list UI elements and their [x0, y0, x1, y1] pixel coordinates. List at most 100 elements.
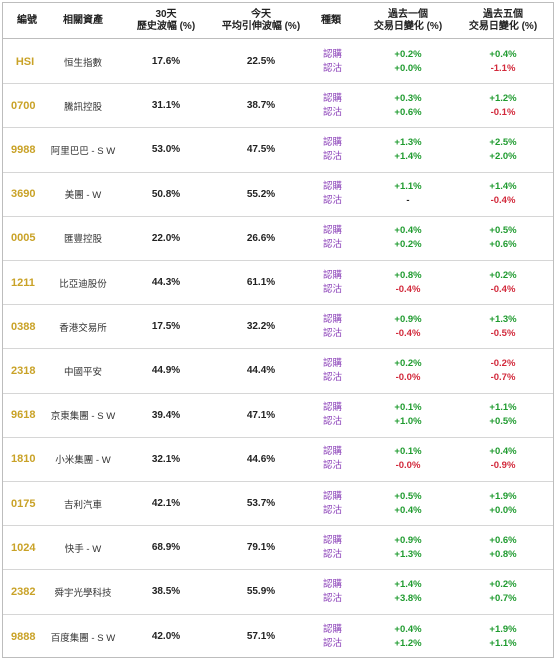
- historical-volatility: 68.9%: [151, 542, 181, 554]
- type-put: 認沽: [323, 327, 343, 339]
- implied-volatility: 44.6%: [246, 453, 276, 465]
- implied-volatility: 22.5%: [246, 56, 276, 68]
- table-row[interactable]: 9888 百度集團 - S W 42.0% 57.1% 認購 認沽 +0.4% +1.2% +1…: [3, 615, 553, 659]
- five-day-change: -0.2% -0.7%: [453, 349, 553, 392]
- one-day-change-put: +3.8%: [394, 592, 422, 604]
- one-day-change-put: -0.0%: [395, 460, 421, 472]
- historical-volatility: 22.0%: [151, 232, 181, 244]
- type-call: 認購: [323, 402, 343, 414]
- table-row[interactable]: 2382 舜宇光學科技 38.5% 55.9% 認購 認沽 +1.4% +3.8% +0.2% +…: [3, 570, 553, 615]
- type-put: 認沽: [323, 62, 343, 74]
- one-day-change-put: +0.4%: [394, 504, 422, 516]
- warrant-type: 認購 認沽: [323, 349, 353, 392]
- five-day-change-call: +0.6%: [489, 534, 517, 546]
- five-day-change: +0.6% +0.8%: [453, 526, 553, 569]
- asset-name: 恒生指數: [63, 57, 102, 69]
- one-day-change: +1.3% +1.4%: [358, 128, 458, 171]
- five-day-change-call: +0.4%: [489, 446, 517, 458]
- asset-code-link[interactable]: 9988: [11, 143, 36, 156]
- one-day-change-put: +0.6%: [394, 106, 422, 118]
- asset-name: 香港交易所: [59, 322, 107, 334]
- asset-name: 百度集團 - S W: [50, 632, 116, 644]
- five-day-change-put: +0.8%: [489, 548, 517, 560]
- asset-code-link[interactable]: 0388: [11, 320, 36, 333]
- table-row[interactable]: 0005 匯豐控股 22.0% 26.6% 認購 認沽 +0.4% +0.2% +0.5% +0.…: [3, 217, 553, 261]
- header-type: 種類: [309, 3, 353, 39]
- implied-volatility: 57.1%: [246, 631, 276, 643]
- one-day-change-call: +0.9%: [394, 534, 422, 546]
- type-call: 認購: [323, 490, 343, 502]
- table-row[interactable]: 1810 小米集團 - W 32.1% 44.6% 認購 認沽 +0.1% -0.0% +0.4…: [3, 438, 553, 482]
- header-d1-line1: 過去一個: [388, 9, 428, 20]
- asset-code-link[interactable]: 2318: [11, 364, 36, 377]
- type-put: 認沽: [323, 416, 343, 428]
- table-row[interactable]: 3690 美團 - W 50.8% 55.2% 認購 認沽 +1.1% - +1.4% -0.4%: [3, 173, 553, 217]
- one-day-change: +0.4% +1.2%: [358, 615, 458, 659]
- one-day-change: +0.1% -0.0%: [358, 438, 458, 481]
- warrant-type: 認購 認沽: [323, 526, 353, 569]
- implied-volatility: 55.9%: [246, 586, 276, 598]
- five-day-change-put: +2.0%: [489, 150, 517, 162]
- implied-volatility: 79.1%: [246, 542, 276, 554]
- asset-name: 美團 - W: [64, 190, 102, 202]
- asset-code-link[interactable]: 1024: [11, 541, 36, 554]
- asset-code-link[interactable]: 0005: [11, 232, 36, 245]
- five-day-change-put: -0.9%: [490, 460, 516, 472]
- five-day-change-put: -0.1%: [490, 106, 516, 118]
- one-day-change: +0.1% +1.0%: [358, 394, 458, 437]
- table-row[interactable]: 0175 吉利汽車 42.1% 53.7% 認購 認沽 +0.5% +0.4% +1.9% +0.…: [3, 482, 553, 527]
- five-day-change: +0.4% -1.1%: [453, 40, 553, 83]
- five-day-change: +1.3% -0.5%: [453, 305, 553, 348]
- table-row[interactable]: 9988 阿里巴巴 - S W 53.0% 47.5% 認購 認沽 +1.3% +1.4% +2…: [3, 128, 553, 173]
- asset-code-link[interactable]: 0175: [11, 497, 36, 510]
- type-put: 認沽: [323, 548, 343, 560]
- one-day-change: +0.9% +1.3%: [358, 526, 458, 569]
- type-call: 認購: [323, 136, 343, 148]
- historical-volatility: 53.0%: [151, 144, 181, 156]
- one-day-change-call: +0.2%: [394, 357, 422, 369]
- one-day-change-put: +1.0%: [394, 416, 422, 428]
- type-call: 認購: [323, 269, 343, 281]
- table-row[interactable]: 2318 中國平安 44.9% 44.4% 認購 認沽 +0.2% -0.0% -0.2% -0.…: [3, 349, 553, 394]
- asset-code-link[interactable]: 2382: [11, 585, 36, 598]
- type-put: 認沽: [323, 637, 343, 649]
- asset-name: 舜宇光學科技: [54, 587, 112, 599]
- type-call: 認購: [323, 534, 343, 546]
- type-put: 認沽: [323, 371, 343, 383]
- table-row[interactable]: 0700 騰訊控股 31.1% 38.7% 認購 認沽 +0.3% +0.6% +1.2% -0.…: [3, 84, 553, 129]
- header-d5-line1: 過去五個: [483, 9, 523, 20]
- asset-code-link[interactable]: 9618: [11, 409, 36, 422]
- warrant-type: 認購 認沽: [323, 128, 353, 171]
- five-day-change: +0.2% -0.4%: [453, 261, 553, 304]
- asset-code-link[interactable]: 9888: [11, 630, 36, 643]
- warrant-type: 認購 認沽: [323, 84, 353, 127]
- one-day-change-call: +0.8%: [394, 269, 422, 281]
- table-row[interactable]: 1211 比亞迪股份 44.3% 61.1% 認購 認沽 +0.8% -0.4% +0.2% -0…: [3, 261, 553, 306]
- table-row[interactable]: HSI 恒生指數 17.6% 22.5% 認購 認沽 +0.2% +0.0% +0.4% -1.1…: [3, 40, 553, 85]
- five-day-change-call: +0.4%: [489, 48, 517, 60]
- table-row[interactable]: 9618 京東集團 - S W 39.4% 47.1% 認購 認沽 +0.1% +1.0% +1…: [3, 394, 553, 438]
- table-row[interactable]: 0388 香港交易所 17.5% 32.2% 認購 認沽 +0.9% -0.4% +1.3% -0…: [3, 305, 553, 350]
- five-day-change: +1.9% +0.0%: [453, 482, 553, 525]
- one-day-change-call: +0.5%: [394, 490, 422, 502]
- five-day-change: +1.4% -0.4%: [453, 173, 553, 216]
- type-call: 認購: [323, 357, 343, 369]
- asset-code-link[interactable]: 0700: [11, 99, 36, 112]
- asset-code-link[interactable]: HSI: [15, 55, 35, 68]
- five-day-change-call: +0.2%: [489, 578, 517, 590]
- asset-code-link[interactable]: 3690: [11, 188, 36, 201]
- asset-code-link[interactable]: 1810: [11, 453, 36, 466]
- one-day-change-put: +1.3%: [394, 548, 422, 560]
- warrant-type: 認購 認沽: [323, 305, 353, 348]
- five-day-change: +0.4% -0.9%: [453, 438, 553, 481]
- five-day-change-call: -0.2%: [490, 357, 516, 369]
- five-day-change-call: +0.2%: [489, 269, 517, 281]
- type-call: 認購: [323, 623, 343, 635]
- table-row[interactable]: 1024 快手 - W 68.9% 79.1% 認購 認沽 +0.9% +1.3% +0.6% +…: [3, 526, 553, 571]
- asset-code-link[interactable]: 1211: [11, 276, 35, 289]
- one-day-change-call: +0.2%: [394, 48, 422, 60]
- implied-volatility: 32.2%: [246, 321, 276, 333]
- one-day-change-put: -0.4%: [395, 283, 421, 295]
- warrant-type: 認購 認沽: [323, 615, 353, 659]
